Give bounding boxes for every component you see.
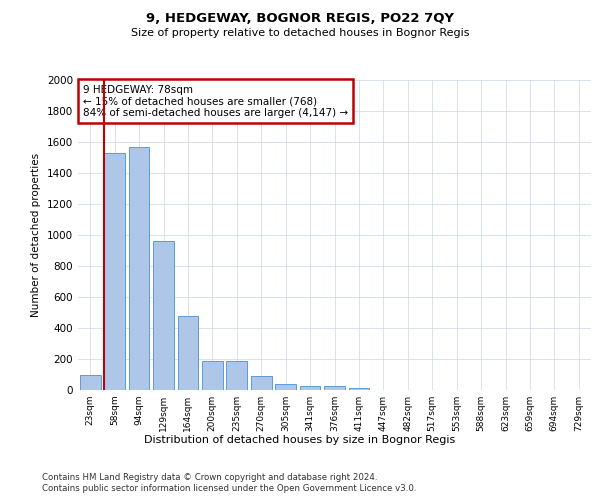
Bar xyxy=(104,153,125,390)
Bar xyxy=(275,384,296,390)
Bar xyxy=(251,376,272,390)
Text: 9, HEDGEWAY, BOGNOR REGIS, PO22 7QY: 9, HEDGEWAY, BOGNOR REGIS, PO22 7QY xyxy=(146,12,454,26)
Bar xyxy=(324,386,345,390)
Text: 9 HEDGEWAY: 78sqm
← 15% of detached houses are smaller (768)
84% of semi-detache: 9 HEDGEWAY: 78sqm ← 15% of detached hous… xyxy=(83,84,348,118)
Bar xyxy=(226,362,247,390)
Bar xyxy=(128,146,149,390)
Text: Distribution of detached houses by size in Bognor Regis: Distribution of detached houses by size … xyxy=(145,435,455,445)
Text: Contains public sector information licensed under the Open Government Licence v3: Contains public sector information licen… xyxy=(42,484,416,493)
Bar xyxy=(299,386,320,390)
Y-axis label: Number of detached properties: Number of detached properties xyxy=(31,153,41,317)
Bar xyxy=(349,388,370,390)
Bar xyxy=(153,241,174,390)
Bar xyxy=(178,316,199,390)
Bar xyxy=(80,374,101,390)
Bar xyxy=(202,362,223,390)
Text: Size of property relative to detached houses in Bognor Regis: Size of property relative to detached ho… xyxy=(131,28,469,38)
Text: Contains HM Land Registry data © Crown copyright and database right 2024.: Contains HM Land Registry data © Crown c… xyxy=(42,472,377,482)
